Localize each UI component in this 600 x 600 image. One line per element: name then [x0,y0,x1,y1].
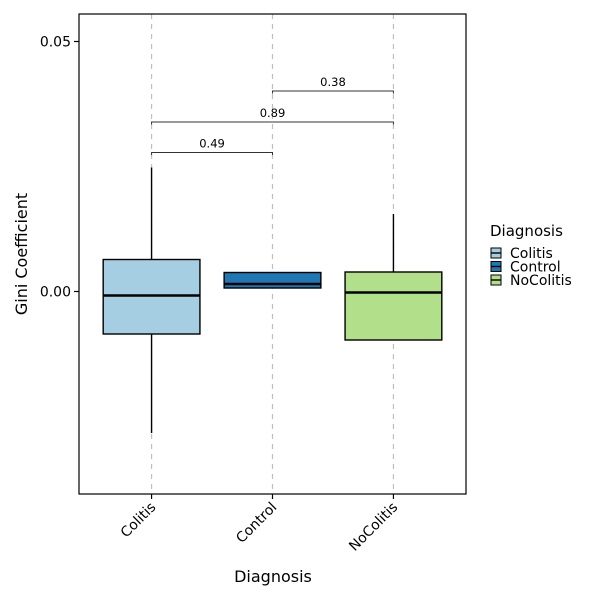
comparison-p-value: 0.38 [320,75,346,89]
x-tick-label: Colitis [118,500,160,542]
comparison-brackets: 0.49 0.89 0.38 [151,75,394,155]
legend-entry-colitis: Colitis [490,246,553,262]
legend-entry-control: Control [490,260,561,276]
legend-label: Control [510,260,561,276]
legend-title: Diagnosis [490,222,563,240]
x-axis-title: Diagnosis [234,567,312,586]
comparison-p-value: 0.49 [199,137,225,151]
legend-label: NoColitis [510,273,572,289]
grid-lines [150,14,395,494]
box-body-nocolitis [344,271,443,341]
comparison-bracket [151,121,394,125]
box-nocolitis [344,214,443,341]
legend-label: Colitis [510,246,553,262]
box-body-control [223,271,322,289]
comparison-colitis-control: 0.49 [151,137,273,155]
y-tick-label: 0.05 [40,35,71,51]
comparison-p-value: 0.89 [260,106,286,120]
box-series [102,167,443,433]
legend-entry-nocolitis: NoColitis [490,273,572,289]
box-colitis [102,167,201,433]
comparison-bracket [151,152,273,155]
box-control [223,271,322,289]
comparison-colitis-nocolitis: 0.89 [151,106,394,125]
y-tick-label: 0.00 [40,285,71,301]
x-tick-label: NoColitis [346,500,401,555]
comparison-bracket [272,90,394,94]
comparison-control-nocolitis: 0.38 [272,75,394,94]
y-axis-title: Gini Coefficient [12,193,31,315]
x-tick-label: Control [233,500,280,547]
